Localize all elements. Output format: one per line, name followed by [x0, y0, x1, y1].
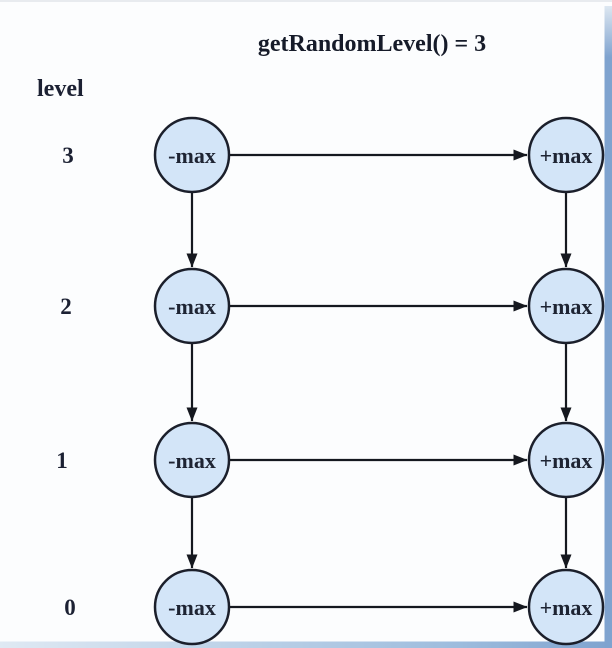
pos-max-node: [527, 267, 605, 345]
pos-max-label: +max: [540, 143, 593, 168]
neg-max-label: -max: [168, 143, 216, 168]
level-row-3: 3 -max +max: [62, 116, 605, 194]
level-number: 2: [60, 294, 72, 319]
neg-max-label: -max: [168, 448, 216, 473]
level-axis-label: level: [37, 76, 84, 102]
level-number: 3: [62, 143, 74, 168]
level-row-1: 1 -max +max: [56, 421, 605, 499]
neg-max-node: [153, 267, 231, 345]
frame-top-line: [0, 0, 612, 2]
neg-max-node: [153, 568, 231, 646]
level-number: 1: [56, 448, 68, 473]
frame-bottom-edge: [0, 641, 612, 648]
pos-max-node: [527, 568, 605, 646]
pos-max-node: [527, 421, 605, 499]
neg-max-label: -max: [168, 294, 216, 319]
pos-max-label: +max: [540, 448, 593, 473]
level-row-0: 0 -max +max: [64, 568, 605, 646]
level-row-2: 2 -max +max: [60, 267, 605, 345]
diagram-title: getRandomLevel() = 3: [258, 31, 486, 57]
neg-max-node: [153, 116, 231, 194]
pos-max-node: [527, 116, 605, 194]
level-number: 0: [64, 595, 76, 620]
frame-right-edge: [604, 6, 612, 648]
neg-max-node: [153, 421, 231, 499]
pos-max-label: +max: [540, 294, 593, 319]
pos-max-label: +max: [540, 595, 593, 620]
neg-max-label: -max: [168, 595, 216, 620]
